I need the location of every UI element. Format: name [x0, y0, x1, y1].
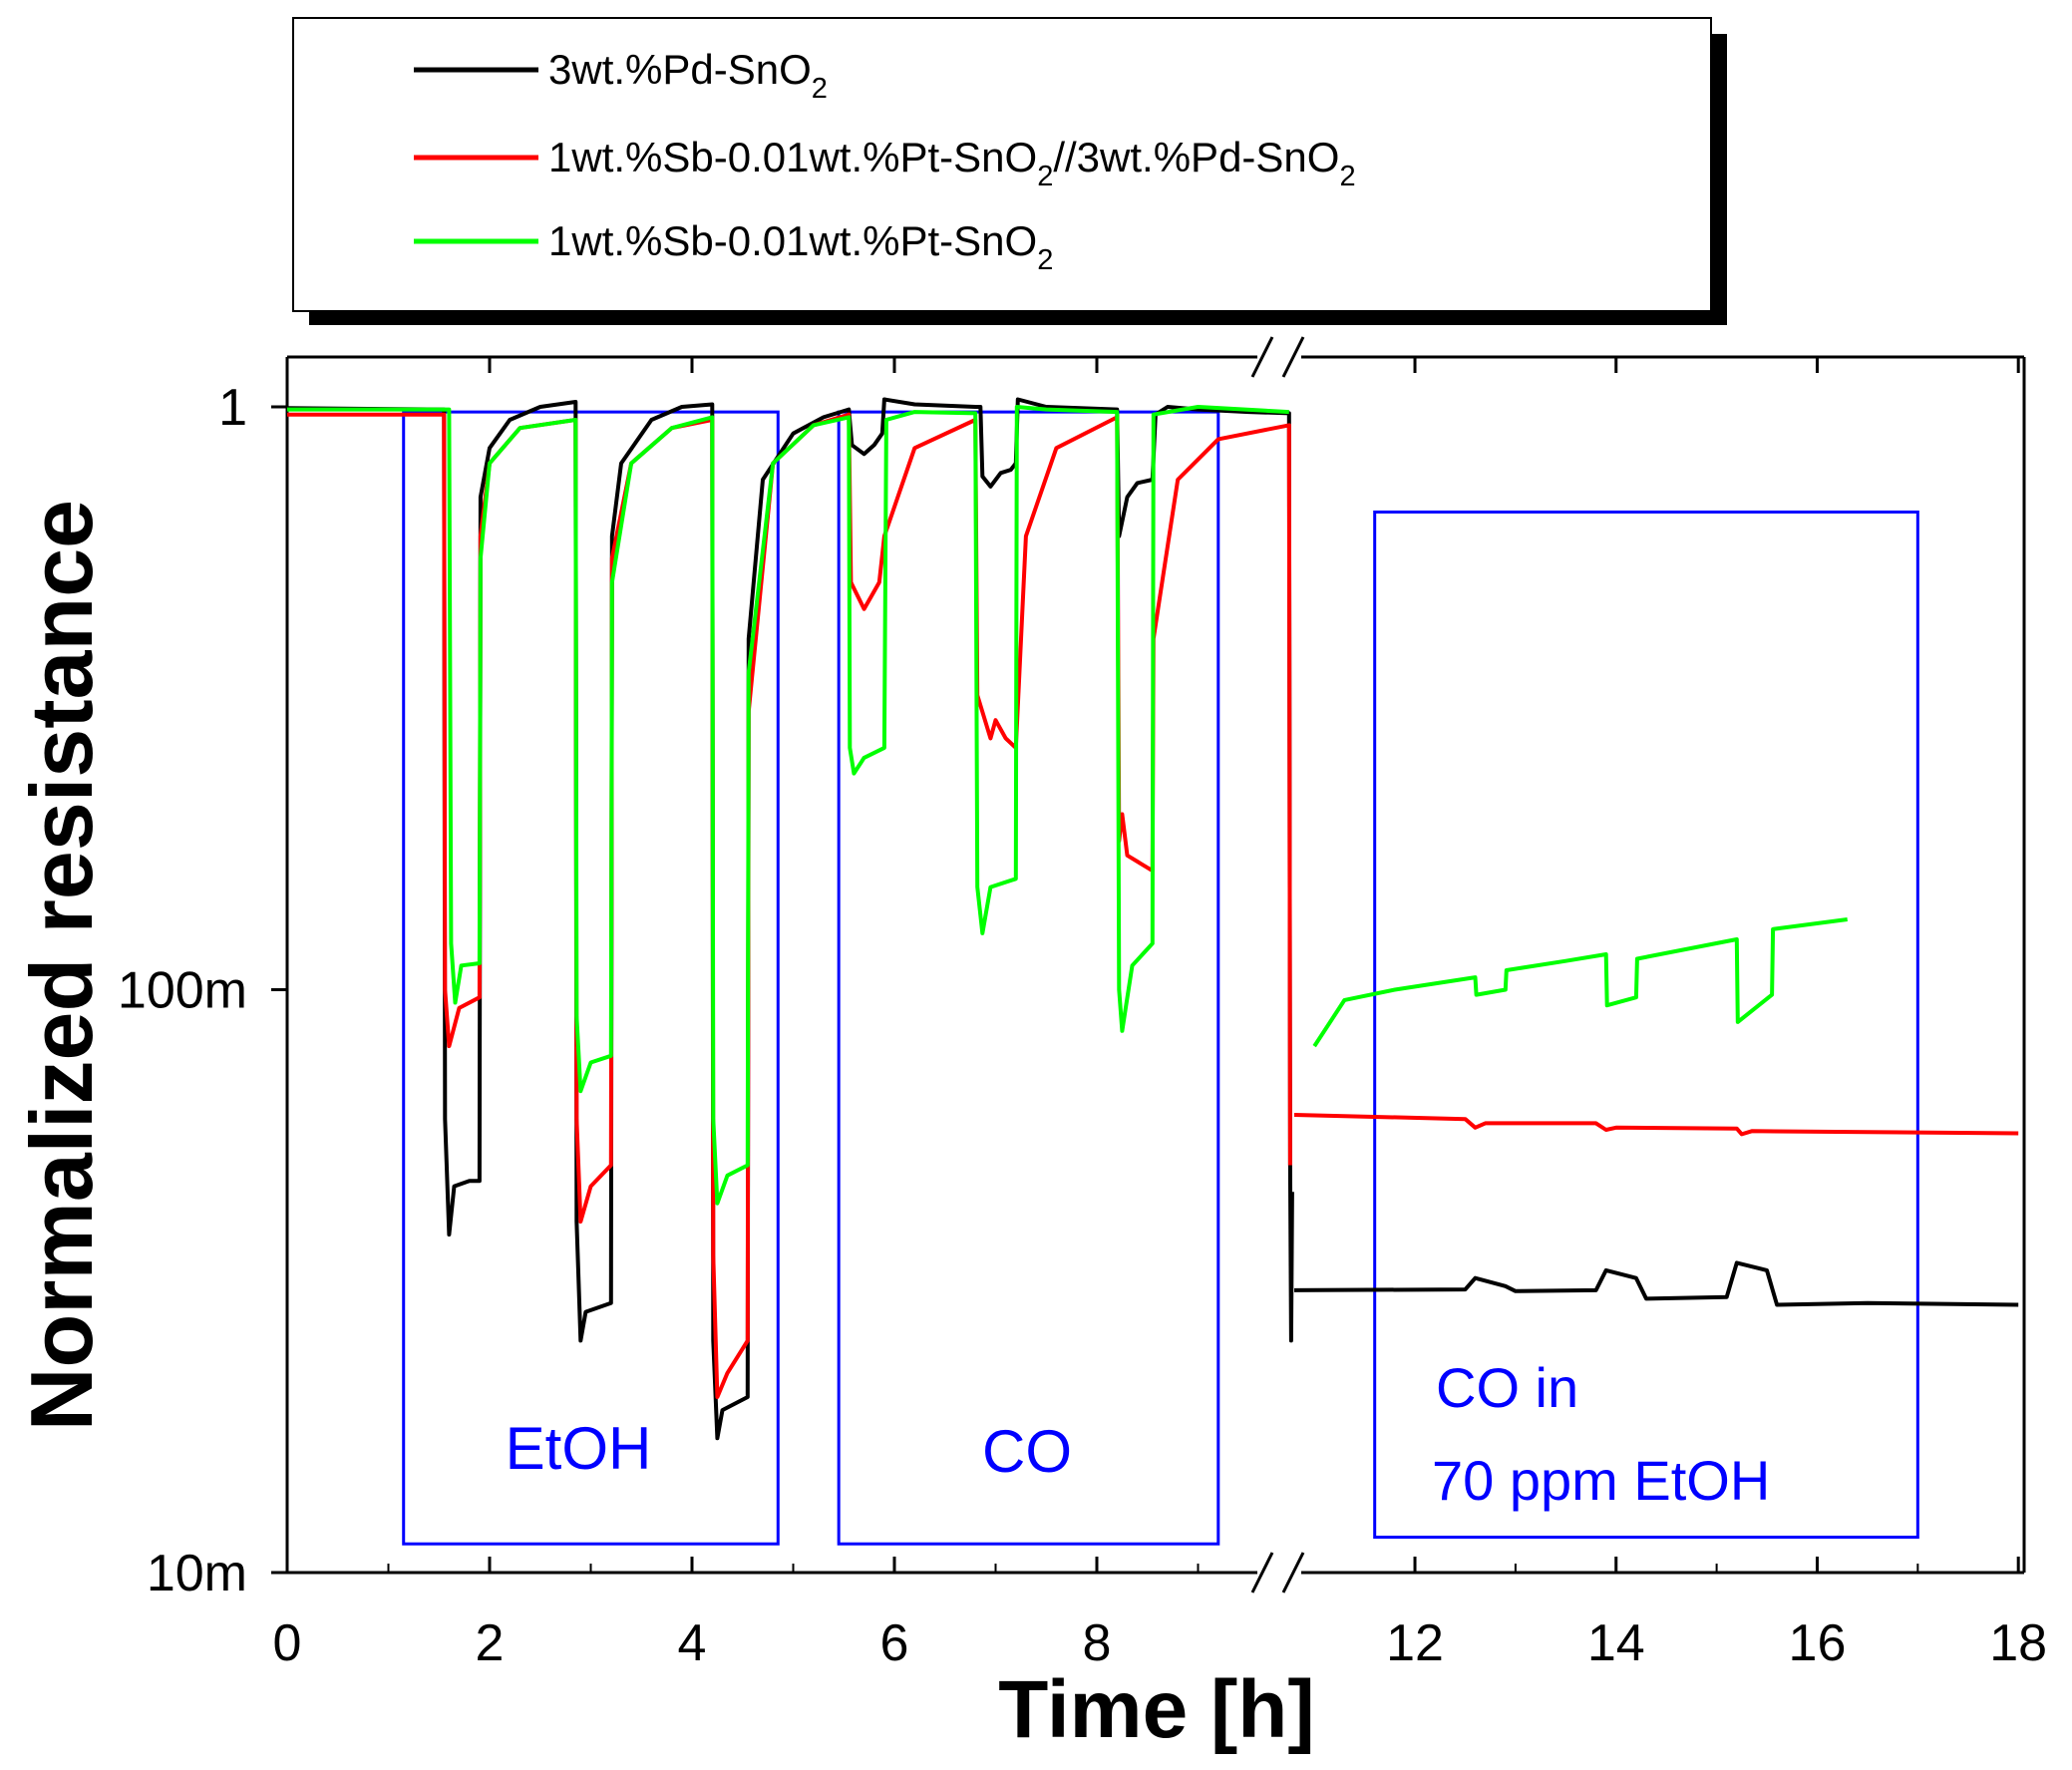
x-tick-label: 18: [1989, 1614, 2047, 1672]
x-tick-label: 8: [1083, 1614, 1112, 1672]
y-tick-label: 100m: [118, 962, 247, 1020]
annotation-box: [1373, 510, 1919, 1540]
series-line-black-right: [1293, 1260, 2019, 1307]
legend-label-green: 1wt.%Sb-0.01wt.%Pt-SnO2: [548, 217, 1053, 276]
annotation-70ppm-etoh: 70 ppm EtOH: [1432, 1449, 1770, 1512]
legend-label-red: 1wt.%Sb-0.01wt.%Pt-SnO2//3wt.%Pd-SnO2: [548, 134, 1356, 192]
legend-box: [292, 17, 1712, 312]
y-tick-label: 1: [218, 379, 247, 437]
y-axis-title: Normalized resistance: [12, 500, 111, 1431]
axis-break-mark: [1250, 336, 1274, 378]
annotation-box: [837, 410, 1220, 1546]
annotation-etoh: EtOH: [506, 1415, 652, 1482]
series-line-black: [286, 397, 1294, 1441]
annotation-box: [402, 410, 780, 1546]
axis-ticks: 0 2 4 6 8 12 14 16 18 1 100m 10m: [118, 357, 2047, 1672]
x-tick-label: 4: [678, 1614, 707, 1672]
plot-frame: [285, 334, 2026, 1595]
x-tick-label: 16: [1789, 1614, 1847, 1672]
annotation-boxes: [402, 410, 1919, 1546]
x-tick-label: 6: [880, 1614, 909, 1672]
series-line-green: [287, 405, 1289, 1206]
data-series: [286, 397, 2019, 1441]
x-tick-label: 0: [273, 1614, 302, 1672]
x-tick-label: 12: [1386, 1614, 1444, 1672]
axis-break-mark: [1281, 336, 1305, 378]
axis-break-gap-bottom: [1257, 1552, 1301, 1595]
series-line-green-right: [1312, 917, 1848, 1048]
legend-label-black: 3wt.%Pd-SnO2: [548, 46, 828, 105]
y-tick-label: 10m: [147, 1545, 247, 1602]
annotation-co: CO: [982, 1418, 1072, 1485]
annotation-co-in: CO in: [1436, 1356, 1578, 1419]
axis-break-mark: [1250, 1552, 1274, 1593]
x-tick-label: 2: [476, 1614, 505, 1672]
axis-break-mark: [1281, 1552, 1305, 1593]
x-axis-title: Time [h]: [998, 1664, 1314, 1755]
x-tick-label: 14: [1587, 1614, 1645, 1672]
legend: 3wt.%Pd-SnO2 1wt.%Sb-0.01wt.%Pt-SnO2//3w…: [292, 17, 1727, 325]
series-line-red-right: [1293, 1113, 2019, 1137]
